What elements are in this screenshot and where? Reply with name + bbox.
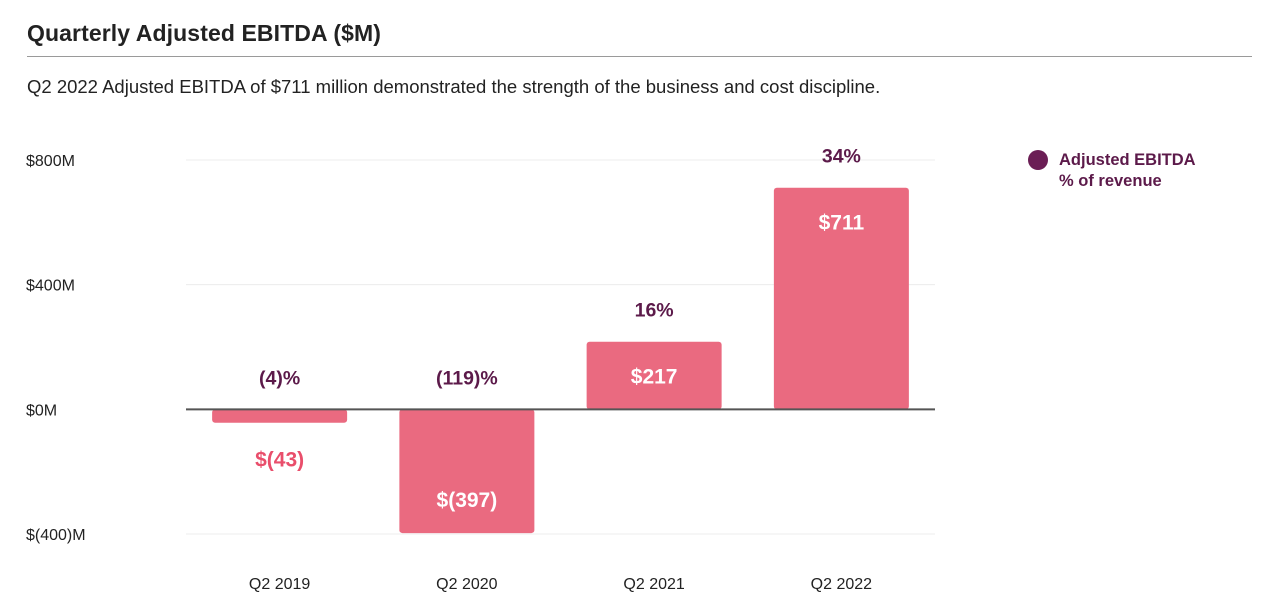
legend: Adjusted EBITDA % of revenue xyxy=(1028,150,1196,192)
pct-revenue-label: 16% xyxy=(635,300,674,322)
bar xyxy=(773,187,909,410)
x-category-label: Q2 2021 xyxy=(623,576,684,593)
y-tick-label: $400M xyxy=(26,278,75,295)
y-tick-label: $(400)M xyxy=(26,527,86,544)
pct-revenue-label: (119)% xyxy=(436,367,498,389)
legend-label-ebitda: Adjusted EBITDA xyxy=(1059,151,1196,169)
bar-value-label: $(43) xyxy=(255,449,304,472)
y-tick-label: $800M xyxy=(26,153,75,170)
pct-revenue-label: 34% xyxy=(822,146,861,168)
x-category-label: Q2 2020 xyxy=(436,576,497,593)
legend-label-pct-revenue: % of revenue xyxy=(1059,172,1162,190)
y-tick-label: $0M xyxy=(26,402,57,419)
bars xyxy=(212,187,909,534)
bar xyxy=(212,409,348,423)
axis-labels: $800M $400M $0M $(400)M Q2 2019 Q2 2020 Q2 202… xyxy=(26,153,872,593)
chart-subtitle: Q2 2022 Adjusted EBITDA of $711 million … xyxy=(27,76,881,97)
data-labels: $(43) (4)% $(397) (119)% $217 16% $711 34% xyxy=(255,146,864,512)
bar xyxy=(399,409,535,534)
bar xyxy=(586,341,722,410)
bar-value-label: $711 xyxy=(819,212,865,235)
x-category-label: Q2 2019 xyxy=(249,576,310,593)
title-divider xyxy=(27,56,1252,57)
legend-dot-icon xyxy=(1028,150,1048,170)
bar-value-label: $(397) xyxy=(437,489,498,512)
bar-value-label: $217 xyxy=(631,366,678,389)
x-category-label: Q2 2022 xyxy=(811,576,872,593)
pct-revenue-label: (4)% xyxy=(259,367,300,389)
chart-title: Quarterly Adjusted EBITDA ($M) xyxy=(27,20,381,46)
legend-text: Adjusted EBITDA % of revenue xyxy=(1059,150,1196,192)
